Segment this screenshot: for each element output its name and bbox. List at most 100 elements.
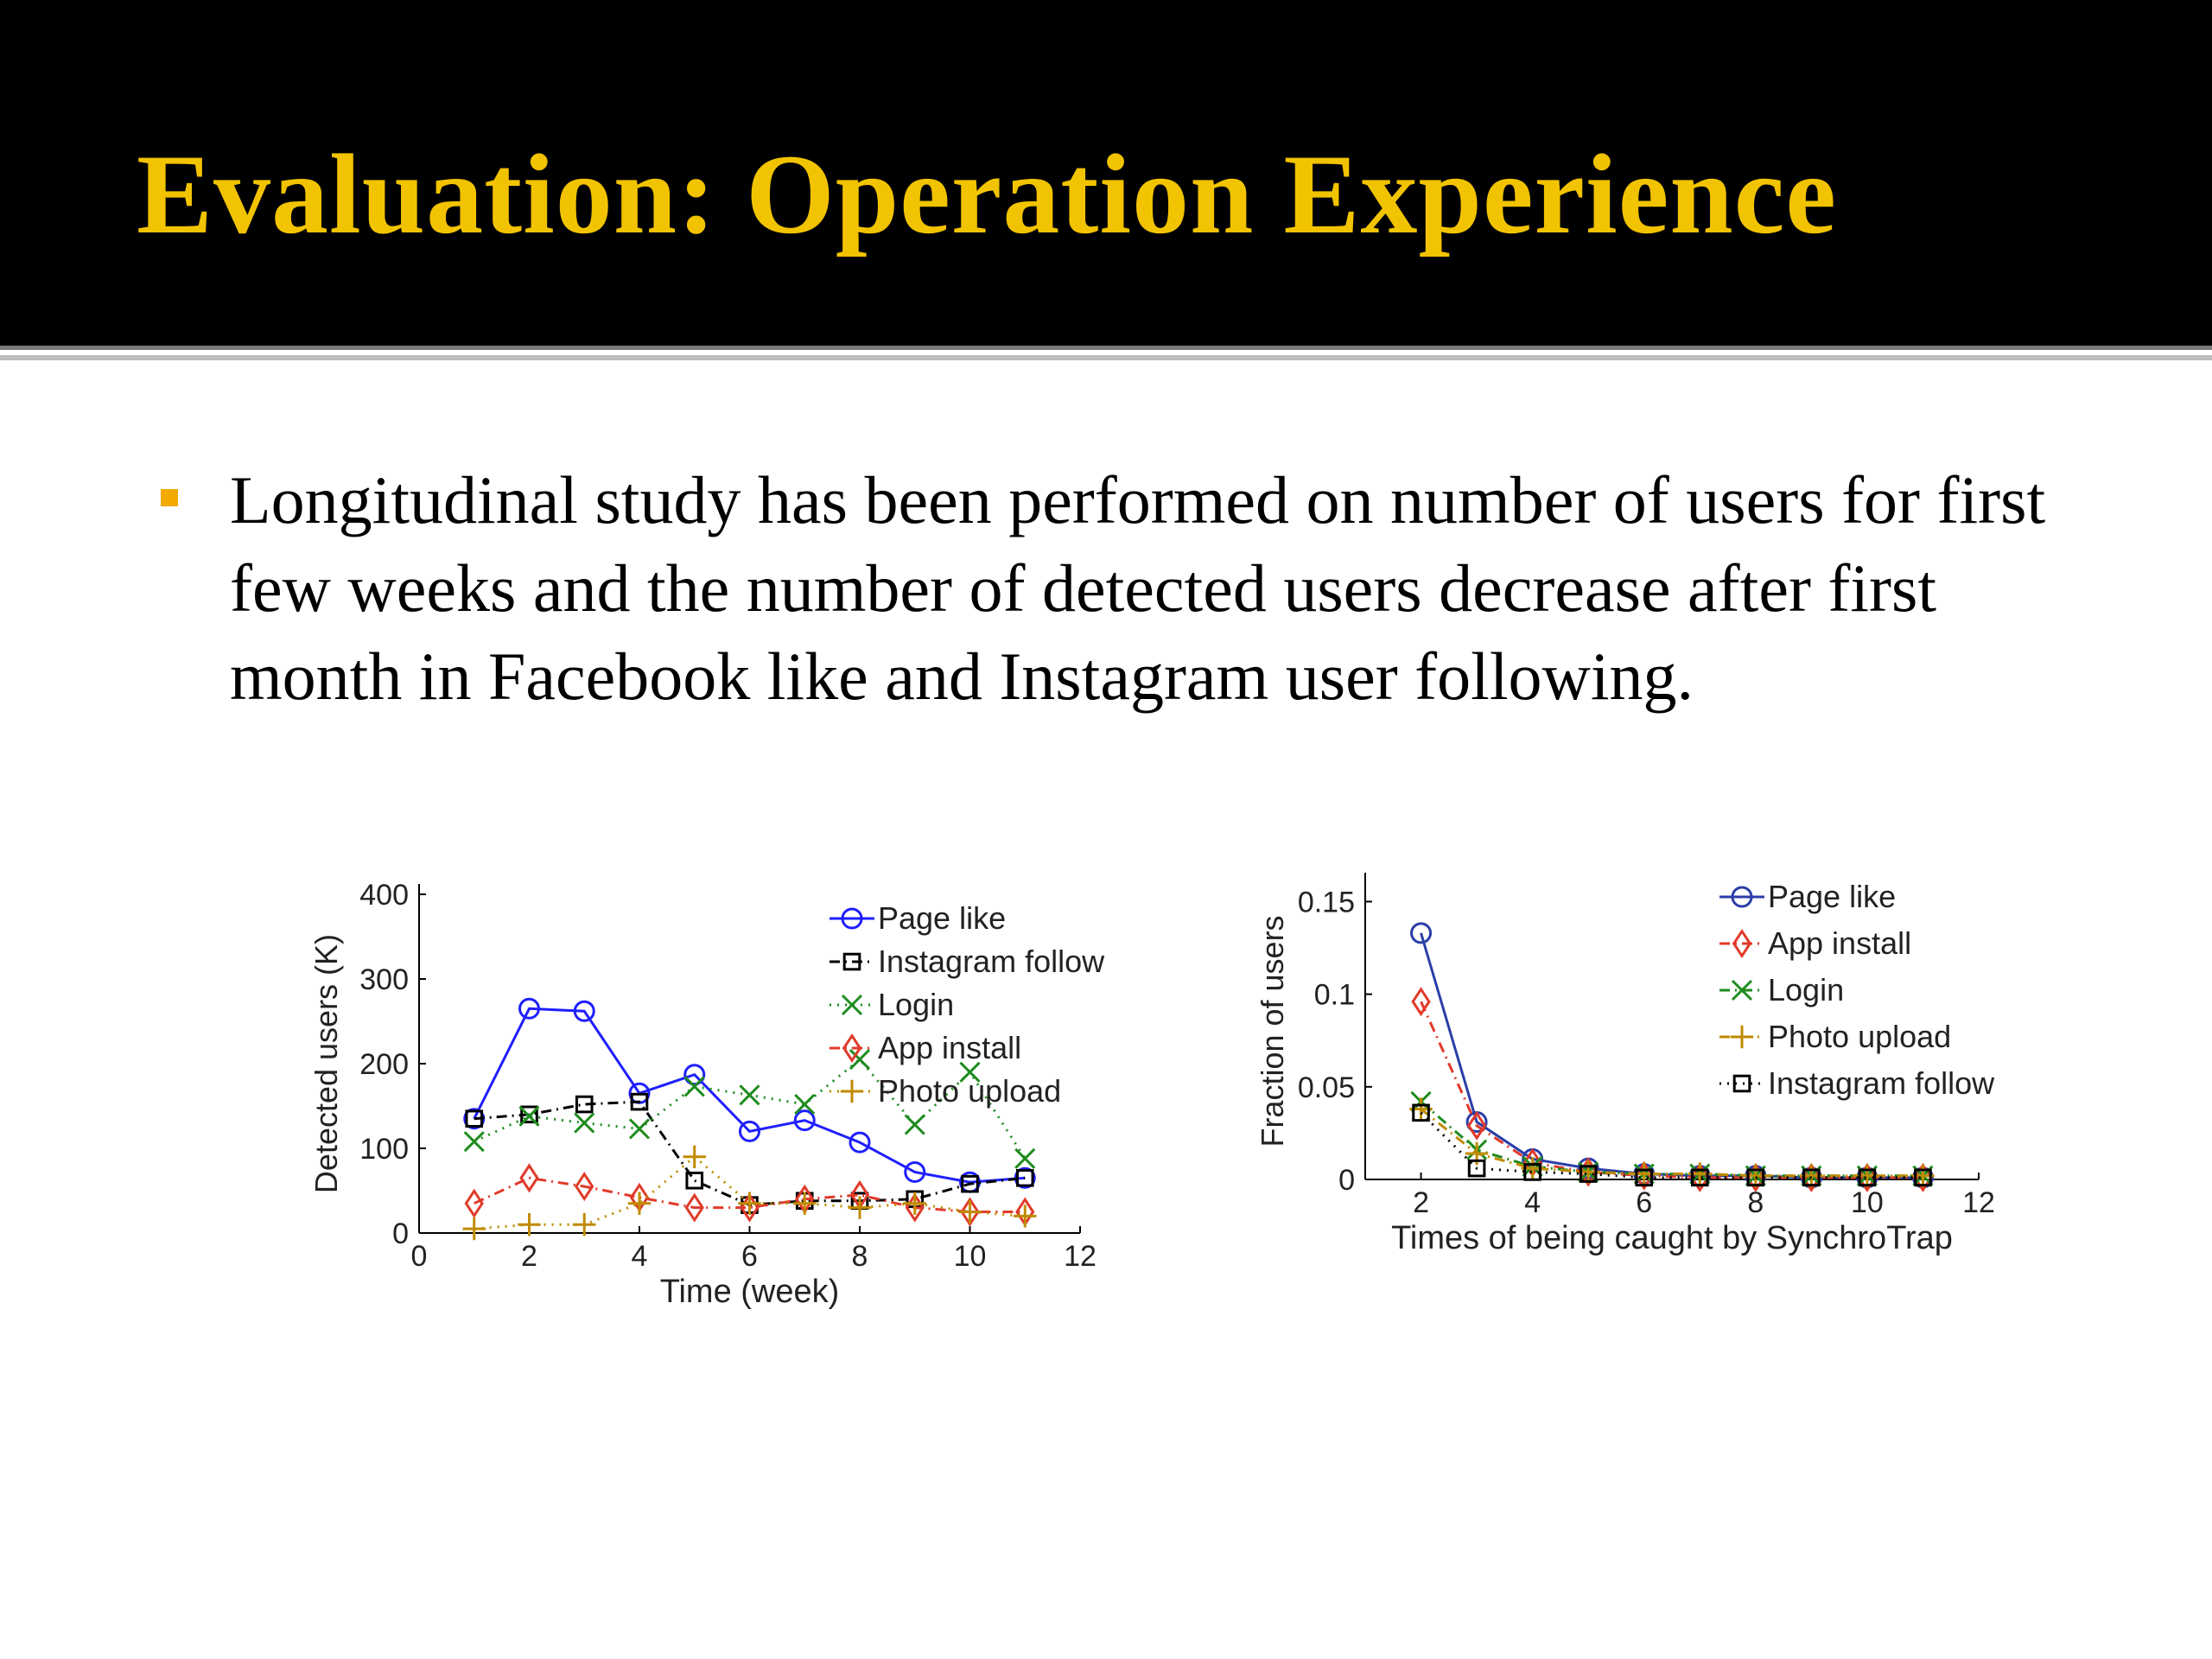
chart-legend: Page like App install Login Photo upload Ins… [1719, 879, 1995, 1101]
x-tick-label: 10 [954, 1240, 987, 1273]
data-point [1014, 1205, 1037, 1228]
x-tick-label: 2 [1413, 1186, 1429, 1219]
data-point [462, 1217, 486, 1241]
detected-users-chart-svg: 0 2 4 6 8 10 12 0 100 200 300 400 Time (week) Detecte… [308, 879, 1105, 1310]
data-point [518, 997, 540, 1020]
data-point [903, 1192, 926, 1215]
legend-item-app-install: App install [830, 1030, 1021, 1065]
series-login [463, 1049, 1036, 1169]
data-point [463, 1131, 485, 1153]
data-point [1914, 1168, 1932, 1187]
data-point [574, 1112, 595, 1134]
series-line [474, 1154, 1026, 1230]
data-point [1466, 1110, 1487, 1141]
legend-item-photo-upload: Photo upload [830, 1073, 1061, 1109]
x-tick-label: 4 [1524, 1186, 1541, 1219]
data-point [1857, 1162, 1878, 1192]
series-line [1420, 1111, 1923, 1179]
data-point [1802, 1162, 1821, 1192]
y-tick-label: 100 [359, 1133, 409, 1166]
data-point [1523, 1163, 1541, 1181]
y-tick-label: 0 [392, 1217, 409, 1250]
x-tick-label: 6 [1636, 1186, 1652, 1219]
legend-marker [1732, 928, 1752, 959]
data-point [849, 1131, 871, 1154]
data-point [738, 1192, 761, 1215]
data-point [1746, 1168, 1765, 1187]
series-page-like [1410, 922, 1934, 1189]
data-point [1802, 1168, 1821, 1187]
data-point [739, 1120, 760, 1142]
data-point [739, 1084, 760, 1106]
data-point [683, 1064, 706, 1086]
legend-marker [840, 1079, 864, 1103]
data-point [684, 1192, 704, 1223]
data-point [1411, 987, 1431, 1017]
y-axis-label: Fraction of users [1255, 915, 1290, 1147]
x-tick-label: 12 [1064, 1240, 1096, 1273]
legend-marker [842, 952, 861, 971]
data-point [465, 1109, 484, 1128]
x-tick-label: 0 [411, 1240, 428, 1273]
y-tick-label: 300 [359, 963, 409, 996]
legend-label: Login [878, 987, 954, 1022]
data-point [793, 1109, 816, 1132]
data-point [683, 1145, 706, 1168]
data-point [904, 1160, 926, 1183]
slide-title: Evaluation: Operation Experience [137, 130, 1837, 257]
data-point [630, 1092, 649, 1111]
bullet-marker-icon [161, 489, 178, 506]
data-point [575, 1095, 594, 1114]
legend-item-login: Login [830, 987, 954, 1022]
legend-item-app-install: App install [1719, 925, 1911, 961]
x-tick-label: 6 [741, 1240, 758, 1273]
data-point [518, 1213, 541, 1236]
data-point [1412, 1103, 1430, 1122]
legend-item-instagram-follow: Instagram follow [830, 944, 1105, 979]
data-point [573, 1000, 595, 1022]
legend-marker [841, 907, 863, 930]
x-tick-label: 4 [632, 1240, 648, 1273]
data-point [794, 1093, 816, 1116]
legend-label: Page like [1768, 879, 1896, 914]
data-point [849, 1049, 871, 1071]
legend-label: Photo upload [1768, 1019, 1951, 1054]
x-axis-label: Time (week) [660, 1274, 840, 1310]
data-point [628, 1118, 651, 1140]
x-tick-label: 8 [1747, 1186, 1764, 1219]
data-point [683, 1076, 705, 1097]
data-point [1745, 1162, 1765, 1192]
series-line [1420, 1100, 1923, 1178]
data-point [464, 1188, 484, 1218]
legend-item-page-like: Page like [1719, 879, 1896, 914]
legend-label: Page like [878, 900, 1006, 936]
series-line [474, 1100, 1026, 1207]
data-point [1467, 1159, 1486, 1178]
series-line [474, 1176, 1026, 1213]
legend-item-photo-upload: Photo upload [1719, 1019, 1951, 1054]
detected-users-chart: 0 2 4 6 8 10 12 0 100 200 300 400 Time (week) Detecte… [294, 847, 1115, 1348]
series-photo-upload [462, 1145, 1037, 1241]
legend-label: Photo upload [878, 1073, 1061, 1109]
data-point [575, 1172, 594, 1202]
series-line [1420, 932, 1923, 1179]
data-point [1579, 1165, 1598, 1183]
title-divider [0, 346, 2212, 350]
data-point [518, 1105, 540, 1127]
data-point [573, 1213, 596, 1236]
legend-marker [1732, 1074, 1751, 1093]
data-point [1015, 1169, 1034, 1187]
legend-label: App install [878, 1030, 1021, 1065]
legend-marker [1731, 979, 1753, 1001]
data-point [958, 1200, 982, 1224]
data-point [1635, 1168, 1654, 1187]
series-app-install [464, 1163, 1035, 1227]
x-tick-label: 12 [1962, 1186, 1995, 1219]
x-tick-label: 2 [521, 1240, 537, 1273]
data-point [904, 1114, 925, 1135]
series-login [1410, 1090, 1934, 1186]
title-divider-light [0, 355, 2212, 360]
legend-item-page-like: Page like [830, 900, 1006, 936]
legend-label: Instagram follow [878, 944, 1105, 979]
